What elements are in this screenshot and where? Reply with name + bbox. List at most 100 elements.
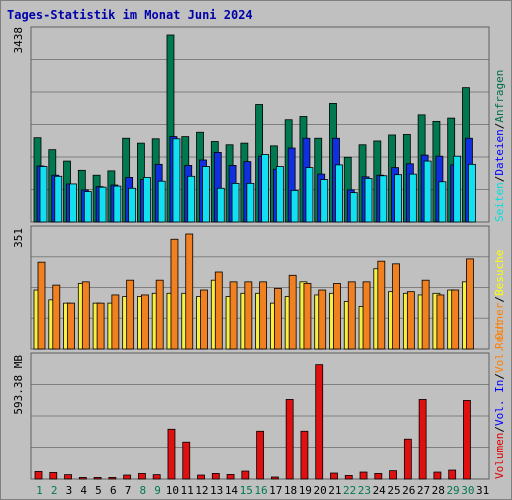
bar-volume — [374, 473, 383, 480]
day-label: 30 — [461, 484, 474, 497]
bar-pages — [320, 179, 329, 223]
bar-pages — [113, 185, 122, 223]
bar-pages — [246, 182, 255, 223]
bar-volume — [359, 471, 368, 480]
day-label: 8 — [139, 484, 146, 497]
bar-volume — [211, 473, 220, 480]
bar-pages — [364, 178, 373, 223]
bar-volume — [108, 477, 117, 480]
max-label-volume: 593.38 MB — [12, 355, 25, 415]
day-label: 29 — [446, 484, 459, 497]
bar-sites — [126, 279, 135, 350]
bar-volume — [256, 430, 265, 480]
day-label: 20 — [313, 484, 326, 497]
bar-volume — [389, 470, 397, 480]
bar-sites — [303, 283, 312, 350]
bar-pages — [423, 160, 432, 223]
bar-sites — [37, 261, 46, 350]
day-label: 14 — [225, 484, 239, 497]
bar-pages — [349, 192, 358, 223]
bar-sites — [96, 302, 105, 350]
bar-pages — [468, 163, 476, 223]
day-label: 4 — [80, 484, 87, 497]
legend-separator: / — [493, 373, 506, 380]
legend-separator: / — [493, 296, 506, 303]
bar-pages — [54, 175, 63, 223]
bar-volume — [49, 472, 58, 480]
bar-pages — [187, 175, 196, 223]
day-label: 3 — [66, 484, 73, 497]
bar-pages — [275, 166, 284, 223]
legend-separator: / — [493, 426, 506, 433]
bar-sites — [347, 281, 356, 350]
day-label: 2 — [51, 484, 58, 497]
bar-sites — [170, 238, 179, 350]
legend-item: Volumen — [493, 433, 506, 479]
day-label: 19 — [299, 484, 312, 497]
bar-sites — [451, 289, 460, 350]
legend-visits: Rechner/Besuche — [493, 250, 506, 349]
bar-volume — [344, 475, 353, 480]
bar-pages — [408, 173, 417, 223]
bar-sites — [436, 294, 445, 350]
day-label: 17 — [269, 484, 282, 497]
legend-item: Seiten — [493, 182, 506, 222]
bar-sites — [406, 291, 415, 350]
bar-pages — [394, 174, 402, 223]
bar-pages — [172, 138, 181, 223]
legend-item: Vol. Out — [493, 320, 506, 373]
bar-sites — [421, 279, 430, 350]
bar-volume — [93, 477, 102, 480]
bar-pages — [335, 164, 343, 223]
bar-sites — [244, 281, 253, 350]
bar-pages — [128, 187, 137, 223]
legend-separator: / — [493, 123, 506, 130]
bar-volume — [270, 476, 279, 480]
bar-sites — [362, 281, 371, 350]
bar-volume — [300, 430, 309, 480]
bar-pages — [379, 175, 388, 223]
bar-pages — [83, 191, 92, 223]
day-label: 31 — [476, 484, 489, 497]
day-label: 18 — [284, 484, 297, 497]
bar-pages — [143, 176, 151, 223]
bar-volume — [418, 399, 427, 480]
day-label: 28 — [432, 484, 445, 497]
bar-volume — [138, 473, 146, 480]
bar-volume — [167, 428, 176, 480]
bar-pages — [261, 154, 270, 223]
bar-volume — [403, 438, 412, 480]
day-label: 26 — [402, 484, 415, 497]
day-label: 24 — [373, 484, 387, 497]
bar-sites — [333, 283, 341, 350]
legend-item: Besuche — [493, 250, 506, 296]
legend-volume: Volumen/Vol. In/Vol. Out — [493, 320, 506, 479]
bar-volume — [226, 474, 235, 480]
bar-volume — [64, 474, 72, 480]
bar-pages — [98, 186, 107, 223]
bar-pages — [305, 167, 314, 223]
bar-sites — [214, 271, 223, 350]
bar-volume — [433, 471, 442, 480]
bar-sites — [52, 284, 61, 350]
bar-volume — [315, 364, 324, 480]
bar-volume — [123, 474, 132, 480]
day-label: 21 — [328, 484, 341, 497]
day-label: 22 — [343, 484, 356, 497]
bar-volume — [197, 474, 205, 480]
max-label-visits: 351 — [12, 228, 25, 248]
legend-item: Vol. In — [493, 380, 506, 426]
bar-pages — [202, 166, 210, 223]
day-label: 11 — [181, 484, 194, 497]
bar-sites — [155, 279, 164, 350]
day-label: 16 — [254, 484, 267, 497]
bar-pages — [453, 155, 462, 223]
bar-sites — [466, 258, 474, 350]
bar-volume — [34, 471, 43, 480]
bar-sites — [81, 281, 90, 350]
bar-sites — [273, 287, 282, 350]
bar-sites — [392, 263, 400, 350]
bar-pages — [216, 187, 225, 223]
